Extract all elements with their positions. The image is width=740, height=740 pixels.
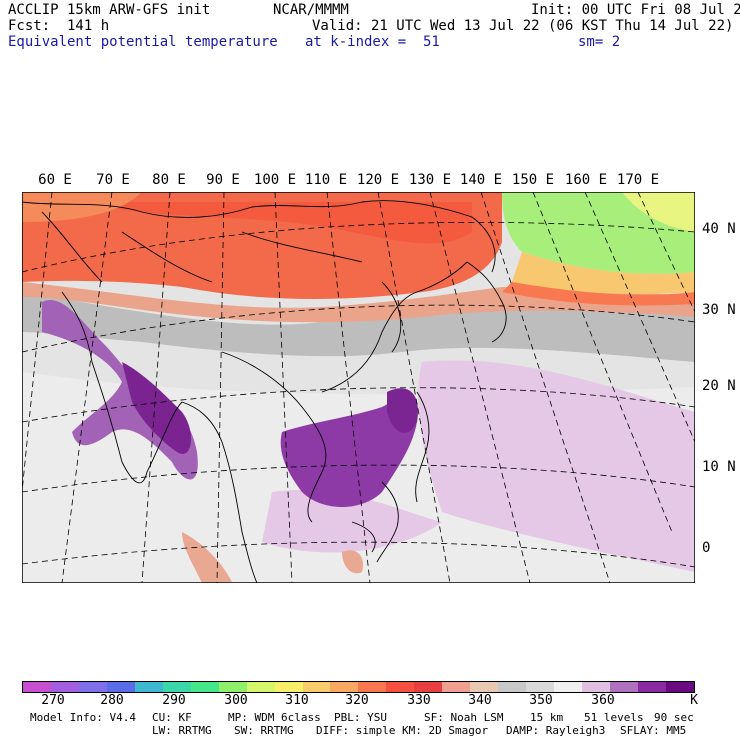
lon-label-100e: 100 E bbox=[253, 172, 297, 188]
colorbar-swatch-11 bbox=[330, 682, 359, 692]
model-info-sf: SF: Noah LSM bbox=[424, 711, 504, 724]
model-info-resolution: 15 km bbox=[530, 711, 564, 724]
colorbar-tick-340: 340 bbox=[468, 693, 492, 708]
colorbar-swatch-3 bbox=[106, 682, 135, 692]
model-info-timestep: 90 sec bbox=[654, 711, 694, 724]
colorbar bbox=[22, 681, 695, 693]
colorbar-swatch-10 bbox=[302, 682, 331, 692]
lon-label-140e: 140 E bbox=[459, 172, 503, 188]
lat-label-10n: 10 N bbox=[702, 459, 736, 475]
colorbar-swatch-15 bbox=[442, 682, 471, 692]
colorbar-tick-290: 290 bbox=[162, 693, 186, 708]
colorbar-tick-280: 280 bbox=[100, 693, 124, 708]
theta-e-map bbox=[22, 192, 695, 583]
colorbar-swatch-18 bbox=[526, 682, 555, 692]
lon-label-130e: 130 E bbox=[408, 172, 452, 188]
colorbar-swatch-14 bbox=[414, 682, 443, 692]
valid-time: Valid: 21 UTC Wed 13 Jul 22 (06 KST Thu … bbox=[312, 18, 734, 34]
colorbar-tick-310: 310 bbox=[285, 693, 309, 708]
model-info-diff: DIFF: simple bbox=[316, 724, 396, 737]
lat-label-20n: 20 N bbox=[702, 378, 736, 394]
model-info-cu: CU: KF bbox=[152, 711, 192, 724]
colorbar-swatch-17 bbox=[498, 682, 527, 692]
colorbar-tick-270: 270 bbox=[41, 693, 65, 708]
forecast-hour: Fcst: 141 h bbox=[8, 18, 110, 34]
organization: NCAR/MMMM bbox=[273, 2, 349, 18]
colorbar-tick-330: 330 bbox=[407, 693, 431, 708]
lon-label-120e: 120 E bbox=[356, 172, 400, 188]
colorbar-tick-350: 350 bbox=[529, 693, 553, 708]
model-title: ACCLIP 15km ARW-GFS init bbox=[8, 2, 211, 18]
model-info-pbl: PBL: YSU bbox=[334, 711, 387, 724]
model-info-version: Model Info: V4.4 bbox=[30, 711, 136, 724]
lat-label-0: 0 bbox=[702, 540, 711, 556]
lon-label-150e: 150 E bbox=[511, 172, 555, 188]
colorbar-swatch-16 bbox=[470, 682, 499, 692]
colorbar-swatch-2 bbox=[78, 682, 107, 692]
smoothing: sm= 2 bbox=[578, 34, 621, 50]
lon-label-60e: 60 E bbox=[38, 172, 72, 188]
model-info-sw: SW: RRTMG bbox=[234, 724, 294, 737]
init-time: Init: 00 UTC Fri 08 Jul 22 bbox=[531, 2, 740, 18]
colorbar-tick-360: 360 bbox=[591, 693, 615, 708]
model-info-levels: 51 levels bbox=[584, 711, 644, 724]
model-info-km: KM: 2D Smagor bbox=[402, 724, 489, 737]
colorbar-swatch-20 bbox=[582, 682, 611, 692]
model-info-lw: LW: RRTMG bbox=[152, 724, 212, 737]
colorbar-swatch-1 bbox=[50, 682, 79, 692]
colorbar-swatch-5 bbox=[162, 682, 191, 692]
colorbar-swatch-22 bbox=[637, 682, 666, 692]
colorbar-swatch-0 bbox=[23, 682, 51, 692]
model-info-sflay: SFLAY: MM5 bbox=[620, 724, 687, 737]
colorbar-swatch-8 bbox=[246, 682, 275, 692]
lon-label-90e: 90 E bbox=[206, 172, 240, 188]
lon-label-110e: 110 E bbox=[304, 172, 348, 188]
colorbar-swatch-21 bbox=[610, 682, 638, 692]
lon-label-80e: 80 E bbox=[152, 172, 186, 188]
colorbar-swatch-23 bbox=[665, 682, 694, 692]
lon-label-170e: 170 E bbox=[616, 172, 660, 188]
colorbar-swatch-4 bbox=[134, 682, 163, 692]
colorbar-swatch-7 bbox=[218, 682, 247, 692]
colorbar-swatch-12 bbox=[358, 682, 387, 692]
colorbar-swatch-13 bbox=[386, 682, 415, 692]
lat-label-30n: 30 N bbox=[702, 302, 736, 318]
lat-label-40n: 40 N bbox=[702, 221, 736, 237]
level-index: at k-index = 51 bbox=[305, 34, 440, 50]
colorbar-swatch-9 bbox=[274, 682, 303, 692]
colorbar-tick-320: 320 bbox=[345, 693, 369, 708]
colorbar-unit: K bbox=[690, 693, 698, 708]
colorbar-swatch-6 bbox=[190, 682, 219, 692]
field-name: Equivalent potential temperature bbox=[8, 34, 278, 50]
model-info-damp: DAMP: Rayleigh3 bbox=[506, 724, 606, 737]
colorbar-swatch-19 bbox=[554, 682, 583, 692]
colorbar-tick-300: 300 bbox=[224, 693, 248, 708]
model-info-mp: MP: WDM 6class bbox=[228, 711, 321, 724]
lon-label-70e: 70 E bbox=[96, 172, 130, 188]
lon-label-160e: 160 E bbox=[564, 172, 608, 188]
